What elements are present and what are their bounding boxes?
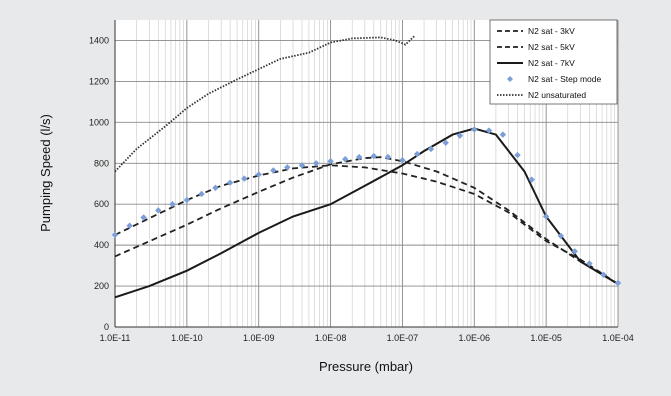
- step-mode-marker: [413, 150, 421, 158]
- y-tick-label: 1400: [89, 35, 109, 45]
- step-mode-marker: [111, 231, 119, 239]
- step-mode-marker: [614, 279, 622, 287]
- step-mode-marker: [198, 190, 205, 198]
- step-mode-marker: [342, 155, 349, 163]
- step-mode-marker: [226, 179, 234, 186]
- step-mode-marker: [155, 207, 162, 214]
- series-line: [114, 164, 619, 285]
- step-mode-marker: [557, 232, 565, 240]
- series-line: [114, 127, 619, 299]
- x-tick-label: 1.0E-09: [243, 333, 275, 343]
- step-mode-marker: [542, 213, 550, 220]
- x-tick-label: 1.0E-08: [315, 333, 347, 343]
- x-tick-label: 1.0E-05: [530, 333, 562, 343]
- step-mode-marker: [126, 222, 133, 229]
- step-mode-marker: [471, 126, 478, 133]
- y-tick-label: 400: [94, 240, 109, 250]
- step-mode-marker: [399, 156, 406, 164]
- y-tick-label: 0: [104, 322, 109, 332]
- step-mode-marker: [600, 271, 607, 279]
- step-mode-marker: [241, 175, 248, 182]
- step-mode-marker: [255, 171, 262, 178]
- step-mode-marker: [586, 260, 593, 267]
- step-mode-marker: [298, 162, 306, 169]
- legend-label: N2 sat - 3kV: [528, 26, 575, 36]
- y-axis-label: Pumping Speed (l/s): [38, 114, 53, 232]
- x-tick-label: 1.0E-11: [100, 333, 131, 343]
- x-axis-label: Pressure (mbar): [319, 359, 413, 374]
- step-mode-marker: [355, 153, 363, 161]
- step-mode-marker: [212, 184, 219, 192]
- step-mode-marker: [528, 176, 535, 183]
- x-tick-label: 1.0E-06: [459, 333, 491, 343]
- legend-label: N2 sat - 7kV: [528, 58, 575, 68]
- step-mode-marker: [140, 214, 147, 221]
- step-mode-marker: [456, 132, 464, 139]
- series-layer: [111, 34, 622, 299]
- x-tick-label: 1.0E-10: [171, 333, 203, 343]
- series-line: [114, 34, 416, 173]
- step-mode-marker: [384, 153, 392, 161]
- step-mode-marker: [499, 131, 507, 138]
- axis-layer: 1.0E-11 1.0E-10 1.0E-09 1.0E-08 1.0E-07 1.0E-…: [89, 20, 634, 343]
- legend-label: N2 sat - 5kV: [528, 42, 575, 52]
- step-mode-marker: [442, 139, 449, 146]
- step-mode-marker: [571, 248, 578, 255]
- y-tick-label: 600: [94, 199, 109, 209]
- step-mode-marker: [183, 196, 191, 204]
- step-mode-marker: [169, 201, 176, 208]
- x-tick-label: 1.0E-07: [387, 333, 419, 343]
- legend-label: N2 sat - Step mode: [528, 74, 602, 84]
- step-mode-marker: [312, 160, 320, 167]
- x-tick-label: 1.0E-04: [602, 333, 634, 343]
- series-line: [114, 156, 619, 285]
- step-mode-marker: [284, 164, 291, 171]
- y-tick-label: 1000: [89, 117, 109, 127]
- legend-marker: [507, 76, 513, 82]
- legend-label: N2 unsaturated: [528, 90, 586, 100]
- y-tick-label: 200: [94, 281, 109, 291]
- step-mode-marker: [485, 127, 493, 134]
- y-tick-label: 800: [94, 158, 109, 168]
- legend: N2 sat - 3kV N2 sat - 5kV N2 sat - 7kV N2 s…: [489, 19, 618, 105]
- step-mode-marker: [270, 167, 277, 174]
- step-mode-marker: [514, 151, 521, 159]
- step-mode-marker: [327, 158, 334, 165]
- step-mode-marker: [427, 145, 435, 153]
- y-tick-label: 1200: [89, 76, 109, 86]
- step-mode-marker: [370, 152, 378, 160]
